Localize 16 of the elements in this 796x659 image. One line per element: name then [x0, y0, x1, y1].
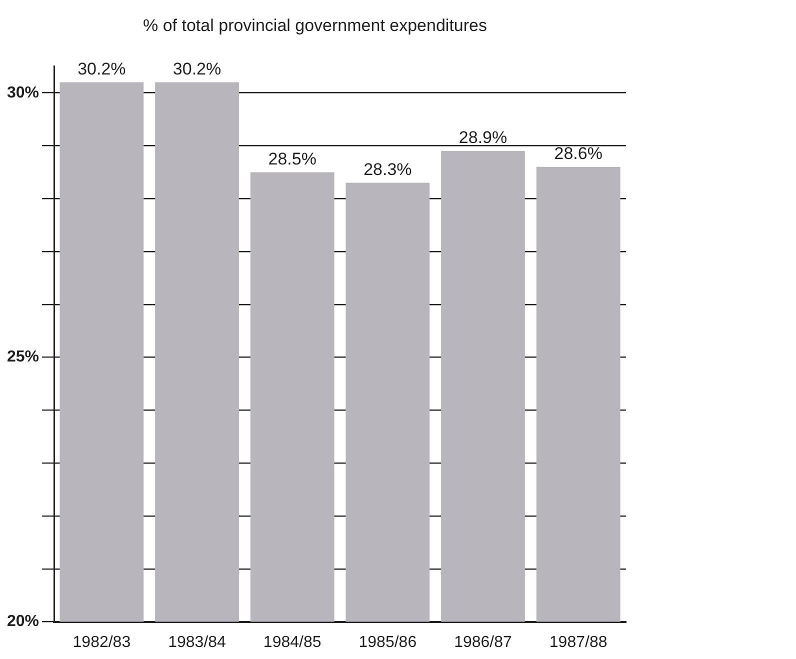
- data-label: 28.9%: [458, 128, 508, 148]
- x-tick-label: 1986/87: [454, 634, 512, 651]
- x-tick-label: 1985/86: [358, 634, 417, 651]
- y-tick-label: 20%: [6, 613, 40, 630]
- data-label: 28.3%: [364, 160, 412, 179]
- data-label: 30.2%: [172, 59, 222, 78]
- data-label: 28.5%: [268, 149, 316, 168]
- y-tick-label: 30%: [6, 84, 40, 102]
- data-label: 28.6%: [554, 144, 602, 164]
- x-tick-label: 1984/85: [263, 634, 322, 651]
- x-tick-label: 1982/83: [72, 634, 131, 651]
- x-tick-label: 1983/84: [168, 634, 226, 651]
- y-tick-label: 25%: [6, 348, 40, 366]
- x-tick-label: 1987/88: [549, 634, 608, 651]
- data-label: 30.2%: [78, 59, 126, 78]
- chart-title: % of total provincial government expenditures: [143, 16, 487, 35]
